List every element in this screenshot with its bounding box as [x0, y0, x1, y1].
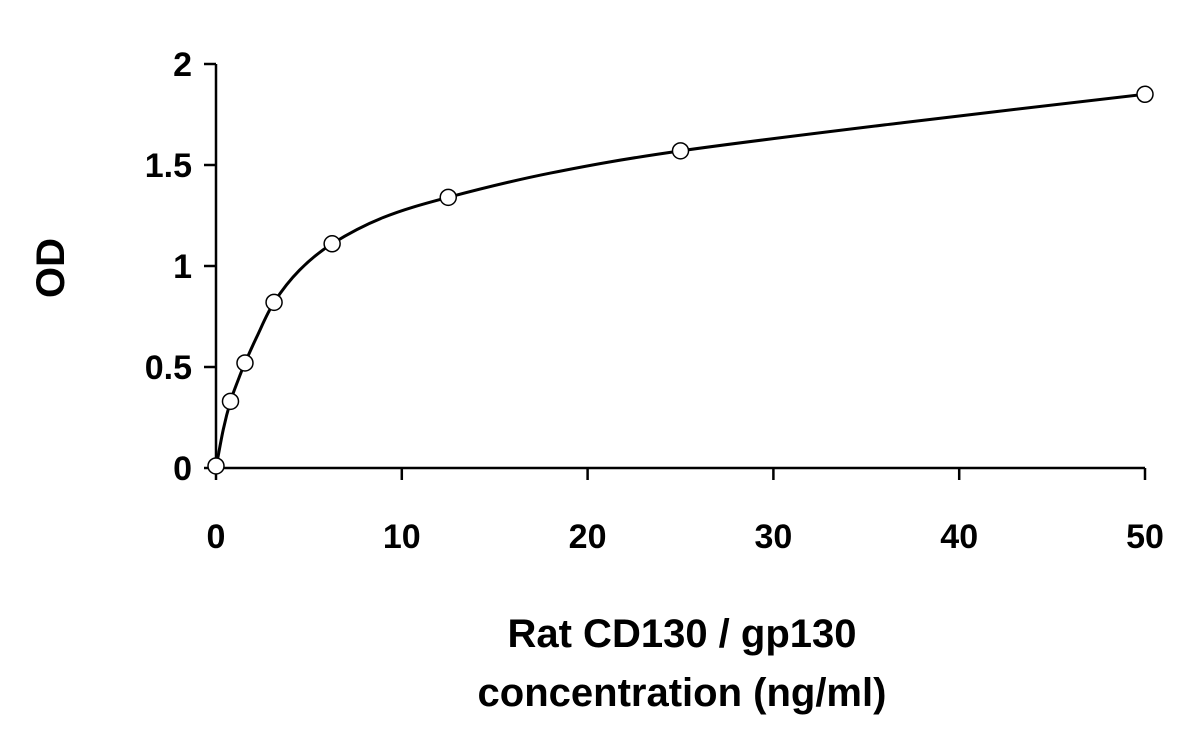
data-points-layer	[207, 85, 1154, 475]
x-tick-label: 50	[1126, 518, 1164, 556]
x-tick-label: 20	[569, 518, 607, 556]
data-point	[671, 142, 690, 160]
data-point	[221, 392, 240, 411]
x-tick-label: 10	[383, 518, 421, 556]
y-tick-label: 0	[173, 450, 192, 488]
y-tick-label: 2	[173, 46, 192, 84]
data-point	[323, 235, 341, 253]
axes: 00.511.520 10 20 30 40 50	[145, 46, 1164, 556]
x-axis-title-line-2: concentration (ng/ml)	[478, 671, 887, 715]
y-axis-title: OD	[29, 238, 73, 298]
y-tick-label: 1.5	[145, 147, 192, 185]
data-point	[207, 457, 225, 475]
x-tick-label: 0	[207, 518, 226, 556]
x-axis-title-line-1: Rat CD130 / gp130	[507, 612, 856, 656]
data-point	[1136, 85, 1154, 104]
x-tick-label: 30	[754, 518, 792, 556]
y-tick-label: 0.5	[145, 349, 192, 387]
data-point	[265, 293, 283, 312]
data-point	[236, 354, 254, 372]
x-tick-label: 40	[940, 518, 978, 556]
data-point	[439, 188, 457, 207]
y-tick-label: 1	[173, 248, 192, 286]
